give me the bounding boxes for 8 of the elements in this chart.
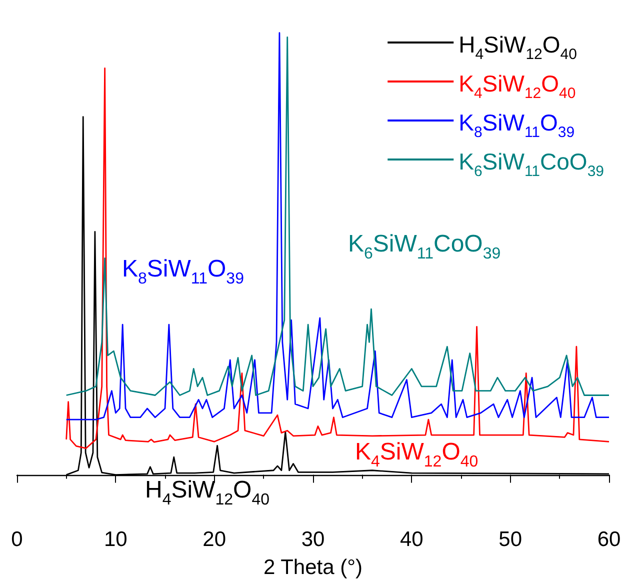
x-tick-label: 60 bbox=[597, 528, 621, 551]
x-tick-label: 50 bbox=[498, 528, 522, 551]
x-tick-label: 0 bbox=[11, 528, 23, 551]
x-tick-label: 30 bbox=[301, 528, 325, 551]
x-axis-title: 2 Theta (°) bbox=[263, 556, 363, 579]
x-tick-label: 10 bbox=[104, 528, 128, 551]
x-tick-label: 40 bbox=[400, 528, 424, 551]
x-tick-label: 20 bbox=[202, 528, 226, 551]
